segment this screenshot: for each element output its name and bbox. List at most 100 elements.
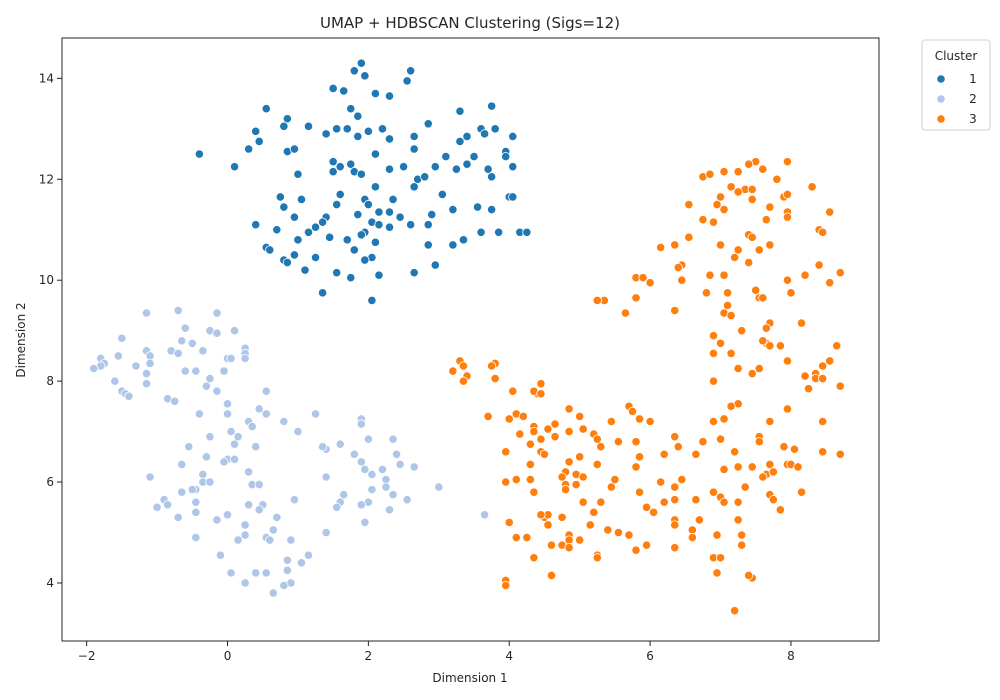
data-point-cluster-3 [578, 424, 588, 434]
data-point-cluster-2 [110, 376, 120, 386]
data-point-cluster-1 [282, 114, 292, 124]
data-point-cluster-2 [187, 338, 197, 348]
data-point-cluster-3 [747, 368, 757, 379]
data-point-cluster-3 [775, 341, 786, 351]
data-point-cluster-2 [360, 517, 370, 528]
data-point-cluster-2 [145, 351, 155, 361]
y-tick-label: 6 [46, 475, 54, 489]
data-point-cluster-3 [832, 341, 842, 351]
data-point-cluster-3 [603, 525, 613, 535]
data-point-cluster-2 [251, 442, 261, 452]
data-point-cluster-3 [818, 447, 828, 457]
data-point-cluster-2 [335, 439, 345, 449]
data-point-cluster-2 [187, 485, 197, 495]
data-point-cluster-3 [483, 411, 493, 422]
data-point-cluster-2 [360, 464, 370, 475]
data-point-cluster-3 [733, 462, 743, 472]
data-point-cluster-1 [328, 83, 338, 94]
data-point-cluster-1 [494, 227, 504, 237]
data-point-cluster-2 [177, 336, 187, 346]
data-point-cluster-3 [575, 411, 585, 422]
data-point-cluster-3 [613, 437, 624, 447]
data-point-cluster-2 [194, 409, 204, 419]
data-point-cluster-1 [409, 268, 419, 278]
data-point-cluster-3 [529, 426, 539, 437]
data-point-cluster-3 [733, 515, 743, 525]
data-point-cluster-3 [684, 232, 694, 242]
data-point-cluster-3 [501, 580, 511, 591]
data-point-cluster-3 [649, 507, 659, 517]
data-point-cluster-3 [645, 416, 655, 427]
data-point-cluster-2 [289, 495, 300, 505]
data-point-cluster-3 [546, 540, 557, 550]
data-point-cluster-3 [705, 270, 715, 280]
data-point-cluster-3 [504, 517, 514, 528]
data-point-cluster-1 [279, 121, 289, 131]
data-point-cluster-3 [698, 215, 708, 225]
data-point-cluster-3 [539, 449, 550, 459]
data-point-cluster-3 [835, 381, 845, 391]
data-point-cluster-3 [596, 497, 606, 507]
data-point-cluster-1 [409, 182, 419, 192]
data-point-cluster-2 [367, 469, 377, 480]
data-point-cluster-1 [423, 119, 433, 129]
data-point-cluster-1 [420, 172, 430, 182]
data-point-cluster-2 [191, 366, 201, 376]
data-point-cluster-3 [670, 543, 680, 553]
data-point-cluster-3 [656, 477, 666, 487]
data-point-cluster-3 [694, 515, 705, 525]
y-axis-label: Dimension 2 [14, 302, 28, 377]
data-point-cluster-3 [687, 532, 697, 543]
x-tick-label: −2 [78, 649, 96, 663]
data-point-cluster-2 [180, 323, 190, 333]
data-point-cluster-3 [765, 341, 775, 351]
data-point-cluster-1 [328, 157, 338, 167]
data-point-cluster-1 [321, 129, 331, 139]
data-point-cluster-3 [634, 452, 645, 462]
data-point-cluster-2 [268, 525, 278, 535]
data-point-cluster-1 [367, 295, 377, 305]
data-point-cluster-3 [564, 535, 574, 545]
data-point-cluster-3 [708, 487, 719, 497]
data-point-cluster-1 [356, 230, 366, 240]
data-point-cluster-1 [244, 144, 254, 154]
legend-marker-cluster-2 [936, 94, 946, 104]
data-point-cluster-1 [483, 164, 493, 174]
data-point-cluster-1 [310, 252, 321, 263]
data-point-cluster-2 [233, 535, 243, 545]
data-point-cluster-3 [782, 404, 793, 414]
data-point-cluster-3 [458, 376, 469, 386]
data-point-cluster-3 [634, 414, 645, 424]
data-point-cluster-2 [261, 386, 271, 396]
data-point-cluster-1 [296, 194, 307, 205]
data-point-cluster-3 [698, 437, 708, 447]
data-point-cluster-3 [631, 437, 641, 447]
data-point-cluster-3 [691, 449, 701, 459]
data-point-cluster-1 [406, 66, 416, 76]
y-tick-label: 8 [46, 374, 54, 388]
data-point-cluster-3 [529, 553, 539, 563]
data-point-cluster-2 [296, 558, 307, 568]
data-point-cluster-2 [173, 305, 183, 316]
data-point-cluster-1 [441, 151, 451, 162]
data-point-cluster-3 [592, 553, 602, 563]
data-point-cluster-3 [733, 187, 743, 197]
data-point-cluster-2 [388, 490, 398, 500]
data-point-cluster-1 [409, 131, 419, 141]
data-point-cluster-3 [557, 472, 567, 482]
data-point-cluster-1 [272, 225, 282, 235]
data-point-cluster-3 [765, 459, 775, 469]
data-point-cluster-2 [141, 379, 152, 389]
data-point-cluster-3 [818, 361, 828, 371]
data-point-cluster-3 [835, 449, 845, 459]
data-point-cluster-3 [504, 414, 514, 424]
data-point-cluster-3 [712, 199, 722, 210]
data-point-cluster-1 [360, 71, 370, 81]
data-point-cluster-3 [638, 273, 648, 283]
data-point-cluster-3 [737, 326, 747, 336]
data-point-cluster-1 [310, 222, 321, 232]
data-point-cluster-2 [222, 510, 233, 520]
data-point-cluster-2 [226, 426, 236, 437]
data-point-cluster-3 [550, 432, 560, 442]
legend-title: Cluster [935, 49, 978, 63]
